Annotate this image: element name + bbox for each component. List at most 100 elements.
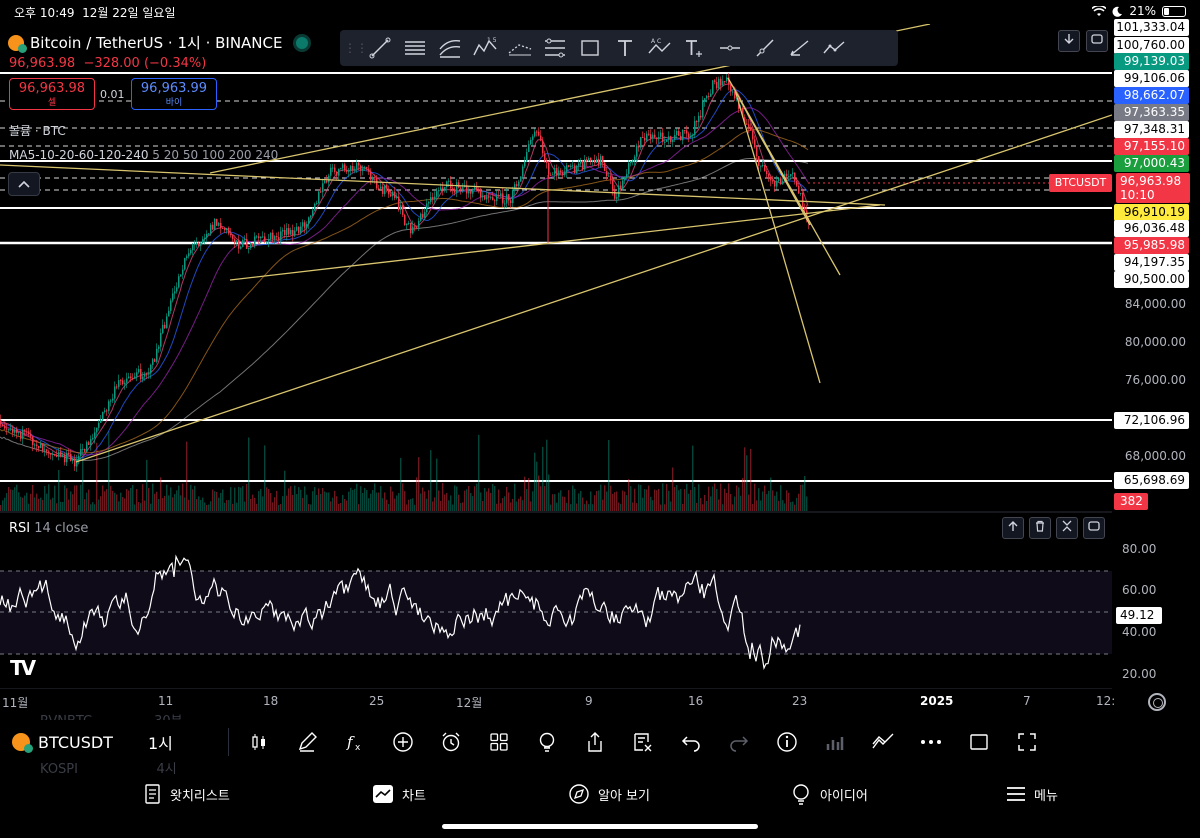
buy-button[interactable]: 96,963.99 바이 (131, 78, 217, 110)
collapse-pane-button[interactable] (1056, 517, 1078, 539)
volume-bar (536, 461, 538, 511)
price-line-label[interactable]: 96,036.48 (1114, 220, 1189, 237)
drawing-tools-button[interactable] (283, 724, 331, 760)
symbol-header[interactable]: Bitcoin / TetherUS · 1시 · BINANCE (8, 32, 309, 53)
collapse-legend-button[interactable] (8, 172, 40, 196)
delete-pane-button[interactable] (1029, 517, 1051, 539)
sell-button[interactable]: 96,963.98 셀 (9, 78, 95, 110)
volume-bar (46, 493, 48, 511)
redo-button[interactable] (715, 724, 763, 760)
price-line-label[interactable]: 96,910.19 (1114, 204, 1189, 221)
price-line-label[interactable]: 99,139.03 (1114, 53, 1189, 70)
nav-chart[interactable]: 차트 (372, 778, 426, 810)
text-tool[interactable] (607, 33, 642, 63)
chart-settings-icon[interactable] (1148, 693, 1166, 711)
rectangle-tool[interactable] (572, 33, 607, 63)
volume-bar (456, 486, 458, 511)
more-button[interactable] (907, 724, 955, 760)
move-pane-up-button[interactable] (1002, 517, 1024, 539)
fullscreen-button[interactable] (1086, 30, 1108, 52)
ray-tool[interactable] (747, 33, 782, 63)
volume-bar (530, 501, 532, 511)
undo-button[interactable] (667, 724, 715, 760)
brush-tool[interactable] (782, 33, 817, 63)
candle-body (180, 274, 182, 277)
volume-legend[interactable]: 볼륨 · BTC (9, 124, 66, 138)
moving-average-line (0, 129, 809, 454)
volume-bar (598, 490, 600, 511)
price-line-label[interactable]: 94,197.35 (1114, 254, 1189, 271)
maximize-pane-button[interactable] (1083, 517, 1105, 539)
interval-selector[interactable]: 1시 (148, 734, 173, 753)
tradingview-logo[interactable]: TV (10, 656, 36, 680)
rsi-chart[interactable] (0, 514, 1112, 689)
single-layout-button[interactable] (955, 724, 1003, 760)
candle-body (72, 458, 74, 461)
volume-profile-button[interactable] (811, 724, 859, 760)
volume-bar (514, 483, 516, 511)
candle-body (8, 429, 10, 431)
price-line-label[interactable]: 97,000.43 (1114, 155, 1189, 172)
price-line-label[interactable]: 100,760.00 (1114, 37, 1189, 54)
chart-type-button[interactable] (235, 724, 283, 760)
volume-bar (492, 484, 494, 511)
ideas-button[interactable] (523, 724, 571, 760)
candle-body (530, 139, 532, 145)
price-line-label[interactable]: 97,155.10 (1114, 138, 1189, 155)
alert-button[interactable] (427, 724, 475, 760)
nav-explore[interactable]: 알아 보기 (568, 778, 650, 810)
text-anchor-tool[interactable] (677, 33, 712, 63)
volume-bar (30, 493, 32, 511)
candle-body (462, 187, 464, 189)
ma-legend[interactable]: MA5-10-20-60-120-240 5 20 50 100 200 240 (9, 148, 278, 162)
candle-body (736, 98, 738, 100)
nav-ideas[interactable]: 아이디어 (790, 778, 868, 810)
volume-bar (108, 431, 110, 511)
price-line-label[interactable]: 72,106.96 (1114, 412, 1189, 429)
abcd-pattern-tool[interactable]: A C (642, 33, 677, 63)
candle-body (208, 233, 210, 235)
price-line-label[interactable]: 95,985.98 (1114, 237, 1189, 254)
horizontal-ray-tool[interactable] (712, 33, 747, 63)
price-line-label[interactable]: 99,106.06 (1114, 70, 1189, 87)
share-button[interactable] (571, 724, 619, 760)
nav-menu[interactable]: 메뉴 (1006, 778, 1058, 810)
channel-tool[interactable] (432, 33, 467, 63)
path-tool[interactable] (817, 33, 852, 63)
candle-body (370, 171, 372, 180)
rsi-legend[interactable]: RSI 14 close (9, 521, 88, 536)
trendline-tool[interactable] (362, 33, 397, 63)
volume-bar (206, 504, 208, 511)
price-chart[interactable] (0, 24, 1112, 514)
candle-body (730, 84, 732, 92)
moving-average-line (0, 107, 809, 456)
horizontal-lines-tool[interactable] (397, 33, 432, 63)
pattern-tool[interactable]: 1 5 (467, 33, 502, 63)
fullscreen-chart-button[interactable] (1003, 724, 1051, 760)
candle-body (380, 186, 382, 189)
rsi-axis-tick: 80.00 (1122, 542, 1157, 556)
info-button[interactable] (763, 724, 811, 760)
symbol-selector[interactable]: BTCUSDT (12, 733, 132, 753)
price-line-label[interactable]: 98,662.07 (1114, 87, 1189, 104)
nav-watchlist[interactable]: 왓치리스트 (144, 778, 230, 810)
price-line-label[interactable]: 382 (1114, 493, 1148, 510)
remove-drawings-button[interactable] (619, 724, 667, 760)
replay-button[interactable] (859, 724, 907, 760)
wifi-icon (1092, 5, 1107, 16)
price-line-label[interactable]: 97,348.31 (1114, 121, 1189, 138)
drag-handle-icon[interactable]: ⋮⋮ (344, 41, 368, 55)
price-line-label[interactable]: 101,333.04 (1114, 19, 1189, 36)
candle-body (284, 230, 286, 235)
home-indicator[interactable] (442, 824, 758, 829)
price-line-label[interactable]: 65,698.69 (1114, 472, 1189, 489)
compare-button[interactable] (379, 724, 427, 760)
price-line-label[interactable]: 97,363.35 (1114, 104, 1189, 121)
fib-tool[interactable] (537, 33, 572, 63)
projection-tool[interactable] (502, 33, 537, 63)
candle-body (592, 160, 594, 162)
layout-button[interactable] (475, 724, 523, 760)
scroll-down-button[interactable] (1058, 30, 1080, 52)
price-line-label[interactable]: 90,500.00 (1114, 271, 1189, 288)
